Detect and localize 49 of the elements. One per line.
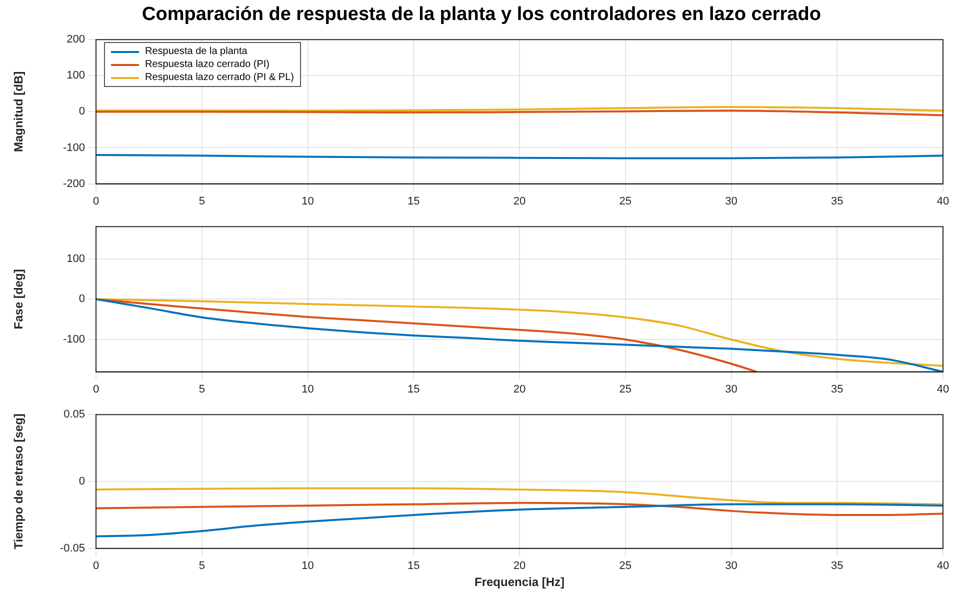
- x-tick-label: 35: [831, 560, 844, 572]
- y-axis-title: Magnitud [dB]: [12, 71, 26, 152]
- line-series: [96, 487, 943, 506]
- x-tick-label: 30: [725, 560, 738, 572]
- x-tick-label: 35: [831, 383, 844, 396]
- y-tick-label: -0.05: [60, 542, 85, 554]
- x-tick-label: 5: [198, 383, 205, 396]
- x-tick-label: 30: [725, 383, 738, 396]
- y-tick-label: 0: [78, 293, 85, 306]
- y-tick-label: 100: [66, 70, 85, 82]
- x-tick-label: 5: [198, 560, 205, 572]
- y-tick-label: 0: [78, 106, 85, 118]
- x-tick-label: 10: [302, 383, 314, 396]
- x-tick-label: 40: [936, 195, 950, 208]
- y-tick-label: -100: [62, 142, 85, 154]
- x-tick-label: 40: [936, 560, 950, 572]
- x-tick-label: 15: [408, 560, 420, 572]
- x-tick-label: 20: [513, 383, 526, 396]
- chart-title: Comparación de respuesta de la planta y los controladores en lazo cerrado: [141, 3, 822, 27]
- x-tick-label: 10: [302, 195, 314, 208]
- y-tick-label: 200: [66, 34, 85, 46]
- x-tick-label: 20: [513, 560, 526, 572]
- x-tick-label: 5: [198, 195, 205, 208]
- line-series: [96, 502, 943, 516]
- y-axis-title: Tiempo de retraso [seg]: [12, 414, 26, 550]
- line-series: [96, 503, 943, 538]
- legend-label: Respuesta de la planta: [145, 46, 248, 57]
- y-tick-label: -100: [62, 334, 85, 346]
- legend-label: Respuesta lazo cerrado (PI): [145, 59, 270, 70]
- x-tick-label: 0: [92, 560, 100, 572]
- x-tick-label: 0: [92, 383, 100, 396]
- x-tick-label: 0: [92, 195, 100, 208]
- x-tick-label: 25: [619, 383, 632, 396]
- x-tick-label: 30: [725, 195, 738, 208]
- x-tick-label: 25: [619, 560, 632, 572]
- x-tick-label: 25: [619, 195, 632, 208]
- y-tick-label: 100: [66, 252, 85, 265]
- x-tick-label: 35: [831, 195, 844, 208]
- x-tick-label: 20: [513, 195, 526, 208]
- y-tick-label: 0: [78, 476, 85, 488]
- x-tick-label: 40: [936, 383, 950, 396]
- x-tick-label: 15: [408, 195, 420, 208]
- x-tick-label: 10: [302, 560, 314, 572]
- x-tick-label: 15: [408, 383, 420, 396]
- legend-label: Respuesta lazo cerrado (PI & PL): [145, 72, 294, 83]
- y-tick-label: -200: [62, 178, 85, 190]
- y-axis-title: Fase [deg]: [12, 269, 26, 330]
- y-tick-label: 0.05: [64, 408, 85, 421]
- x-axis-title: Frequencia [Hz]: [474, 575, 565, 590]
